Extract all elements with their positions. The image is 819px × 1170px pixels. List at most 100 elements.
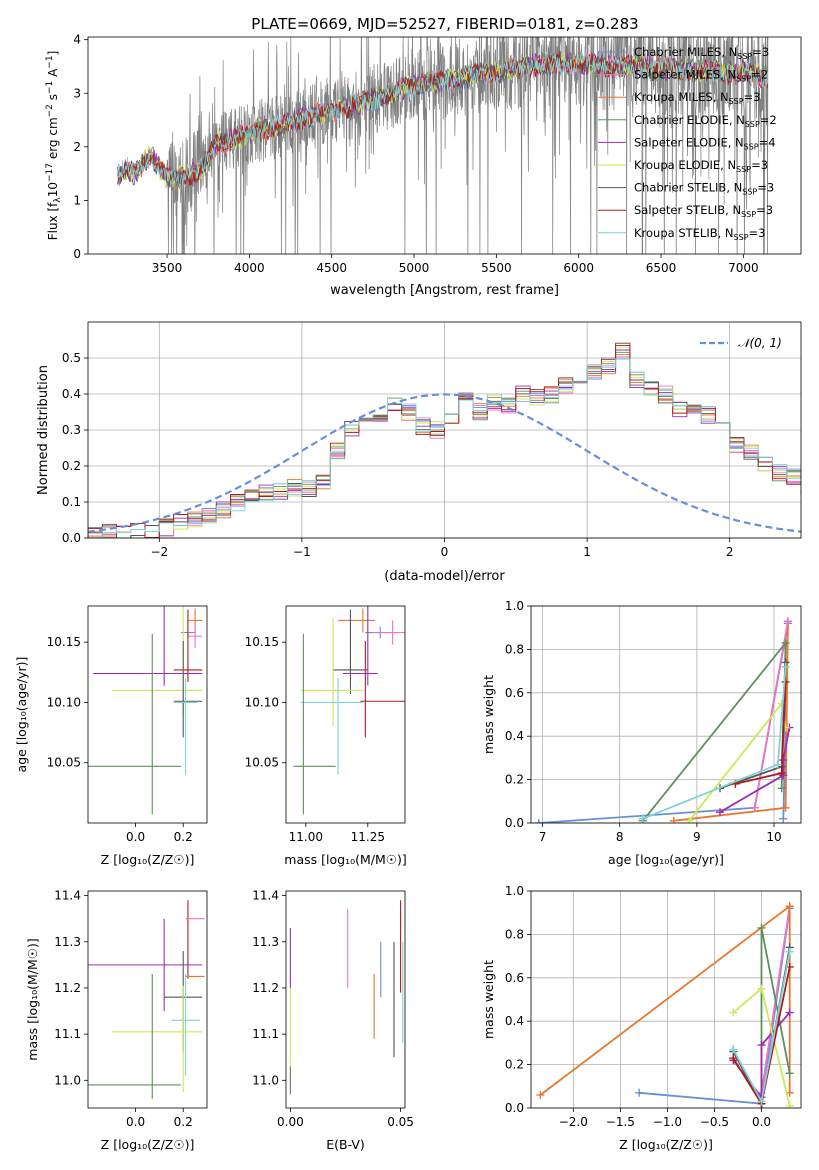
legend-text: =3 xyxy=(752,45,769,59)
ylabel-sup: −17 xyxy=(45,163,55,182)
legend-text: =3 xyxy=(744,90,761,104)
histogram-step xyxy=(88,358,801,538)
axes-frame xyxy=(530,605,802,824)
x-tick-label: −1.0 xyxy=(653,1115,682,1129)
legend-text: Chabrier STELIB, N xyxy=(634,181,742,195)
x-axis-label: Z [log₁₀(Z/Z☉)] xyxy=(619,1137,713,1152)
x-tick-label: 1 xyxy=(583,545,591,559)
y-tick-label: 10.05 xyxy=(47,756,81,770)
histogram-step xyxy=(88,347,801,538)
series-marker xyxy=(777,784,786,793)
series-marker xyxy=(757,1041,766,1050)
y-tick-label: 3 xyxy=(73,86,81,100)
legend-sub: SSP xyxy=(729,97,744,106)
legend-sub: SSP xyxy=(742,188,757,197)
axes-frame xyxy=(530,890,802,1109)
series-marker xyxy=(773,760,782,769)
mass-vs-EBV-panel: 0.00 0.05 11.0 11.1 11.2 11.3 11.4 E(B-V) xyxy=(252,889,414,1152)
y-tick-label: 11.4 xyxy=(252,889,279,903)
ylabel-sup: −1 xyxy=(45,55,55,68)
series-line xyxy=(538,623,789,823)
x-tick-label: 4500 xyxy=(316,261,347,275)
series-marker xyxy=(781,803,790,812)
series-marker xyxy=(781,638,790,647)
x-tick-label: 5500 xyxy=(481,261,512,275)
residuals-panel: −2 −1 0 1 2 0.0 0.1 0.2 0.3 0.4 0.5 (data-model)/er… xyxy=(36,321,802,584)
y-tick-label: 0 xyxy=(73,247,81,261)
histogram-step xyxy=(88,342,801,538)
x-tick-label: 9 xyxy=(693,830,701,844)
x-tick-label: 7 xyxy=(539,830,547,844)
series-marker xyxy=(729,1008,738,1017)
y-tick-label: 11.2 xyxy=(54,981,81,995)
y-tick-label: 0.3 xyxy=(62,423,81,437)
x-tick-label: 4000 xyxy=(234,261,265,275)
legend-text: Salpeter MILES, N xyxy=(634,68,736,82)
legend-sub: SSP xyxy=(736,75,751,84)
legend-text: =3 xyxy=(756,203,773,217)
x-tick-label: 7000 xyxy=(728,261,759,275)
x-tick-label: 0.05 xyxy=(387,1115,414,1129)
legend-label: Chabrier MILES, NSSP=3 xyxy=(634,45,769,61)
legend-text: =3 xyxy=(751,158,768,172)
y-tick-label: 0.2 xyxy=(505,773,524,787)
series-marker xyxy=(785,1069,794,1078)
ylabel-text: ] xyxy=(46,51,60,56)
series-marker xyxy=(536,1090,545,1099)
y-tick-label: 0.1 xyxy=(62,495,81,509)
y-tick-label: 11.1 xyxy=(252,1027,279,1041)
y-tick-label: 1.0 xyxy=(505,884,524,898)
x-tick-label: 0.0 xyxy=(126,1115,145,1129)
axes-frame xyxy=(285,605,406,824)
legend-label: Salpeter MILES, NSSP=2 xyxy=(634,68,768,84)
legend-label: Kroupa STELIB, NSSP=3 xyxy=(634,226,765,242)
series-line xyxy=(642,640,787,822)
series-marker xyxy=(750,803,759,812)
y-tick-label: 4 xyxy=(73,33,81,47)
axes-frame xyxy=(87,321,802,539)
legend-label: Salpeter ELODIE, NSSP=4 xyxy=(634,135,776,151)
y-tick-label: 11.3 xyxy=(54,935,81,949)
y-tick-label: 11.3 xyxy=(252,935,279,949)
series-marker xyxy=(757,923,766,932)
y-tick-label: 11.4 xyxy=(54,889,81,903)
ylabel-text: A xyxy=(46,68,60,81)
histogram-step xyxy=(88,354,801,538)
series-marker xyxy=(729,1045,738,1054)
y-tick-label: 0.4 xyxy=(62,387,81,401)
series-marker xyxy=(785,1008,794,1017)
series-marker xyxy=(777,769,786,778)
legend-label: Kroupa MILES, NSSP=3 xyxy=(634,90,760,106)
histogram-step xyxy=(88,351,801,538)
series-marker xyxy=(785,1101,794,1108)
legend-text: Kroupa STELIB, N xyxy=(634,226,734,240)
series-marker xyxy=(781,677,790,686)
histogram-step xyxy=(88,356,801,538)
x-tick-label: 0.2 xyxy=(174,830,193,844)
y-tick-label: 0.2 xyxy=(505,1058,524,1072)
x-tick-label: 0 xyxy=(441,545,449,559)
legend-text: =3 xyxy=(757,181,774,195)
x-tick-label: 0.2 xyxy=(174,1115,193,1129)
data-spectrum-line xyxy=(117,37,769,254)
legend-text: =2 xyxy=(751,68,768,82)
massweight-vs-Z-panel: −2.0 −1.5 −1.0 −0.5 0.0 0.0 0.2 0.4 0.6 0.8 1.0 Z [… xyxy=(481,884,802,1152)
x-tick-label: 8 xyxy=(616,830,624,844)
y-tick-label: 11.0 xyxy=(252,1073,279,1087)
mass-vs-Z-panel: 0.0 0.2 11.0 11.1 11.2 11.3 11.4 Z [log₁₀(Z/Z☉)… xyxy=(25,889,208,1152)
x-axis-label: mass [log₁₀(M/M☉)] xyxy=(284,852,406,867)
series-marker xyxy=(716,808,724,817)
legend-text: Kroupa ELODIE, N xyxy=(634,158,736,172)
histogram-step xyxy=(88,349,801,538)
y-tick-label: 0.5 xyxy=(62,351,81,365)
x-tick-label: −1.5 xyxy=(606,1115,635,1129)
x-tick-label: 3500 xyxy=(152,261,183,275)
y-tick-label: 10.15 xyxy=(47,635,81,649)
series-marker xyxy=(638,814,647,823)
legend-text: Kroupa MILES, N xyxy=(634,90,729,104)
age-vs-Z-panel: 0.0 0.2 10.05 10.10 10.15 Z [log₁₀(Z/Z☉)] age … xyxy=(14,605,208,867)
legend-text: =3 xyxy=(749,226,766,240)
x-tick-label: 0.00 xyxy=(277,1115,304,1129)
y-tick-label: 0.2 xyxy=(62,459,81,473)
